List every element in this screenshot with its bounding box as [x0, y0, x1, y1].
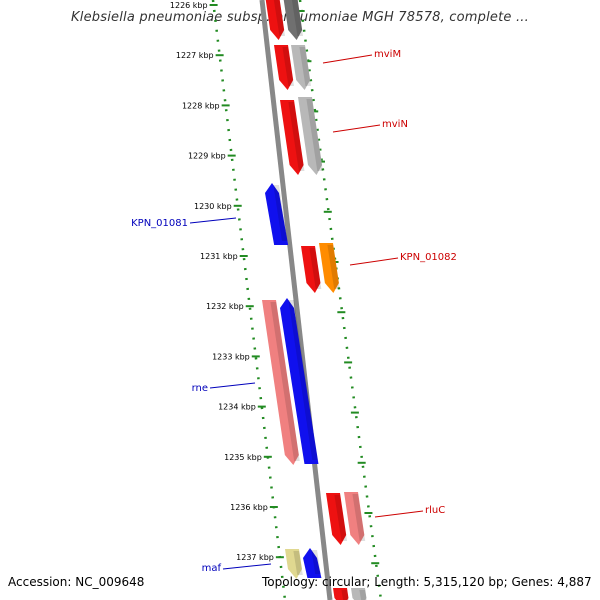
tick-label: 1236 kbp [230, 503, 268, 512]
gene-label-leader [374, 510, 424, 518]
gene-arrow-rluc-pink-shade [352, 494, 366, 541]
gene-arrow-mvim-red-shade [282, 47, 295, 86]
tick-label: 1230 kbp [194, 202, 232, 211]
scale-line-left [211, 0, 287, 600]
gene-arrow-top-gray-shade [291, 0, 304, 36]
tick-label: 1232 kbp [206, 302, 244, 311]
gene-arrow-mvin-red [280, 100, 304, 175]
tick-label: 1234 kbp [218, 403, 256, 412]
gene-arrow-kpn01081 [265, 183, 289, 245]
tick-label: 1228 kbp [182, 101, 220, 110]
gene-label-leader [209, 382, 256, 389]
gene-label: KPN_01082 [400, 252, 457, 263]
gene-arrow-mvin-gray-shade [306, 99, 323, 171]
gene-arrow-maf-blue [303, 548, 322, 578]
gene-arrow-kpn01082-red [301, 246, 321, 293]
gene-arrow-mvim-gray-shade [299, 47, 312, 86]
gene-label: mviM [374, 49, 401, 60]
gene-arrow-kpn01082-orange [319, 243, 339, 293]
gene-arrow-maf-blue-shade [311, 550, 321, 574]
gene-arrow-bottom-gray-shade [359, 590, 367, 600]
gene-arrow-top-red [265, 0, 285, 40]
accession-text: Accession: NC_009648 [8, 575, 145, 589]
gene-arrow-maf-khaki [285, 549, 302, 579]
tick-label: 1237 kbp [236, 553, 274, 562]
gene-label: KPN_01081 [131, 218, 188, 229]
gene-arrow-bottom-red [333, 588, 349, 600]
gene-arrow-mvim-gray [291, 45, 311, 90]
scale-line-right [298, 0, 383, 600]
tick-label: 1226 kbp [170, 1, 208, 10]
tick-label: 1227 kbp [176, 51, 214, 60]
topology-summary: Topology: circular; Length: 5,315,120 bp… [262, 575, 592, 589]
gene-arrow-rne-blue-shade [288, 300, 318, 460]
gene-arrow-top-gray [283, 0, 303, 40]
tick-label: 1231 kbp [200, 252, 238, 261]
gene-arrow-mvin-red-shade [288, 102, 305, 171]
gene-label-leader [222, 563, 272, 570]
gene-arrow-rluc-pink [344, 492, 365, 545]
gene-arrow-bottom-red-shade [341, 590, 349, 600]
gene-arrow-rne-pink-shade [270, 302, 300, 461]
genome-backbone [259, 0, 333, 600]
gene-label-leader [322, 54, 373, 64]
gene-label: mviN [382, 119, 408, 130]
gene-arrow-kpn01082-orange-shade [327, 245, 340, 289]
gene-label: rluC [425, 505, 445, 516]
tick-label: 1229 kbp [188, 152, 226, 161]
gene-arrow-top-red-shade [273, 0, 286, 36]
gene-arrow-mvim-red [274, 45, 294, 90]
gene-arrow-maf-khaki-shade [293, 551, 303, 575]
gene-label-leader [332, 124, 381, 133]
gene-arrow-kpn01082-red-shade [309, 248, 322, 289]
gene-arrow-rne-blue [280, 298, 319, 464]
tick-label: 1235 kbp [224, 453, 262, 462]
gene-arrow-rluc-red-shade [334, 495, 348, 541]
gene-label: rne [192, 383, 208, 394]
gene-arrow-rne-pink [262, 300, 299, 465]
tick-label: 1233 kbp [212, 352, 250, 361]
gene-label-leader [189, 217, 237, 224]
gene-arrow-kpn01081-shade [273, 185, 288, 241]
gene-arrow-rluc-red [326, 493, 347, 545]
gene-arrow-bottom-gray [351, 588, 367, 600]
gene-label: maf [202, 563, 222, 574]
gene-label-leader [349, 257, 399, 266]
scale-ticks: 1226 kbp 1227 kbp 1228 kbp 1229 kbp 1230 kbp… [170, 1, 380, 565]
gene-arrow-mvin-gray [298, 97, 323, 175]
